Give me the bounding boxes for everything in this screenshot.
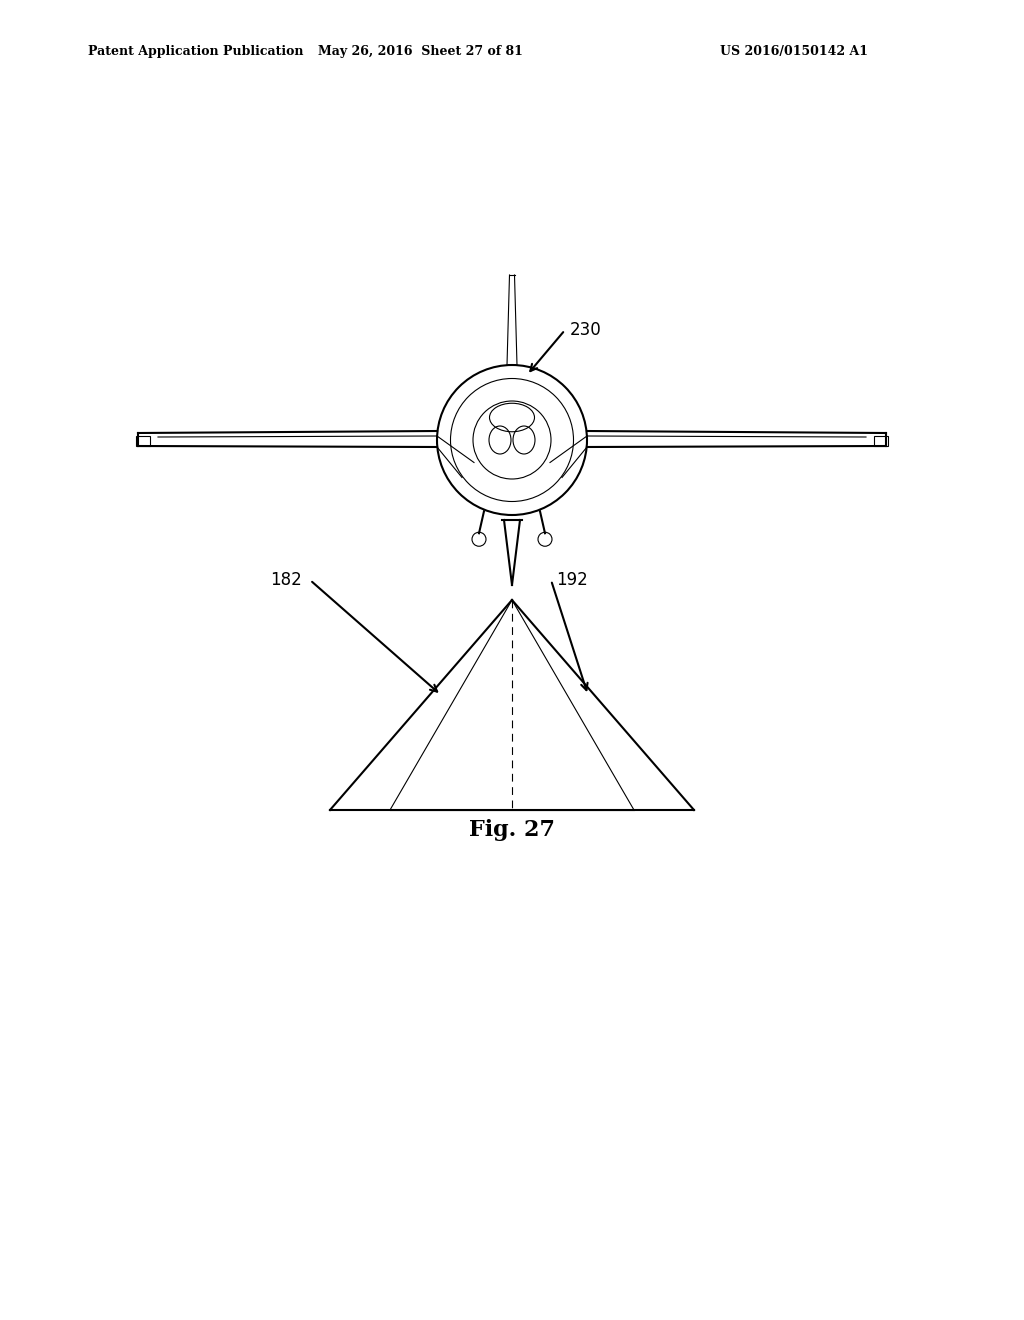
Text: May 26, 2016  Sheet 27 of 81: May 26, 2016 Sheet 27 of 81 xyxy=(317,45,522,58)
Text: US 2016/0150142 A1: US 2016/0150142 A1 xyxy=(720,45,868,58)
Text: 192: 192 xyxy=(556,572,588,589)
Text: Patent Application Publication: Patent Application Publication xyxy=(88,45,303,58)
Bar xyxy=(874,436,888,446)
Text: 230: 230 xyxy=(570,321,602,339)
Bar xyxy=(136,436,150,446)
Text: 182: 182 xyxy=(270,572,302,589)
Text: Fig. 27: Fig. 27 xyxy=(469,818,555,841)
